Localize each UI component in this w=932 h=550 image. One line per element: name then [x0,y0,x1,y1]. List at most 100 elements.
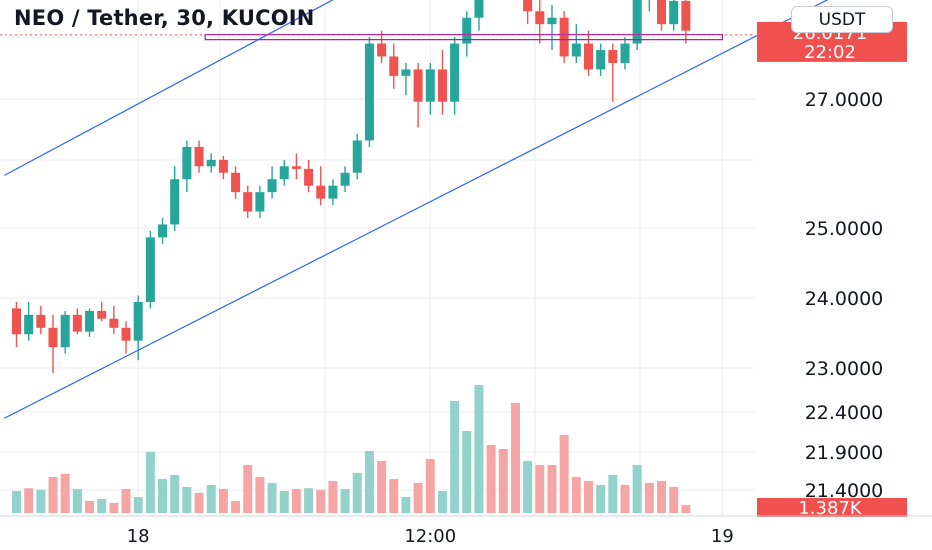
candle [364,37,374,147]
volume-bar [109,503,119,513]
volume-bar [291,489,301,513]
channel-upper-line [4,0,334,176]
candle-body [401,69,411,76]
candle-body [413,69,423,102]
candle [681,0,691,44]
candle [218,155,228,180]
price-axis[interactable]: 28.000027.000025.000024.000023.000022.40… [757,21,907,519]
volume-bar [72,489,82,513]
candle-body [352,140,362,173]
candle-body [474,0,484,18]
candle [583,30,593,76]
candle [474,0,484,31]
candle-body [657,0,667,25]
volume-bar [158,479,168,513]
candle [596,43,606,76]
volume-bar [425,459,435,513]
candle [648,0,651,12]
time-axis[interactable]: 18 12:00 19 [0,515,932,547]
volume-bar [85,501,95,513]
candle-body [231,172,241,193]
volume-bar [364,451,374,513]
candle [36,305,46,335]
volume-bar [194,493,204,513]
currency-button[interactable]: USDT [791,6,893,33]
candle [206,153,216,173]
price-tick-label: 27.0000 [805,89,884,111]
candle [328,179,338,206]
volume-bar [279,491,289,513]
candle-body [669,0,679,25]
candle-body [255,192,265,212]
candle-body [24,314,34,335]
candle [340,166,350,193]
candle [352,134,362,180]
candle-body [218,159,228,173]
volume-bar [170,475,180,513]
candle [145,230,155,309]
candle [60,311,70,354]
candle [401,62,411,96]
volume-bar [36,489,46,513]
candle-body [291,166,301,169]
volume-bar [462,431,472,513]
candle [669,0,679,31]
candle [121,321,131,354]
volume-bar [669,487,679,513]
candle-body [328,185,338,199]
volume-bar [596,485,606,513]
candle [291,153,301,180]
volume-bar [133,497,143,513]
volume-bar [48,477,58,513]
candle-body [583,43,593,70]
candle [279,159,289,186]
candle [657,0,667,31]
candle-body [377,43,387,57]
candle [632,0,642,51]
time-tick-label: 19 [711,526,734,547]
candle [24,301,34,341]
candle [547,4,557,51]
candle-body [194,146,204,167]
volume-bar [681,505,691,513]
candle-body [620,43,630,63]
candle [316,166,326,206]
candle-body [681,0,691,31]
time-tick-label: 12:00 [404,526,456,547]
candle [571,24,581,63]
candle [158,217,168,244]
candle [377,30,387,63]
volume-bar [535,465,545,513]
candle [437,50,447,115]
candle-body [547,17,557,25]
candle-body [389,56,399,76]
volume-bar [389,479,399,513]
candle-body [267,179,277,193]
candle-body [158,224,168,238]
price-tick-label: 21.9000 [805,442,884,464]
candle [133,295,143,361]
volume-bar [559,435,569,513]
candle-body [145,237,155,302]
candle-body [121,327,131,341]
volume-bar [145,451,155,513]
candle-body [316,185,326,199]
candle-body [450,43,460,102]
candle [267,166,277,199]
volume-label: 1.387K [798,498,863,519]
volume-bar [632,465,642,513]
candle-body [170,179,180,225]
candle [413,62,423,128]
candle [255,185,265,218]
volume-bar [243,465,253,513]
volume-bar [121,489,131,513]
volume-bar [377,461,387,513]
volume-bar [340,489,350,513]
volume-bar [316,489,326,513]
candle-body [425,69,435,102]
candle [194,140,204,173]
volume-bar [60,473,70,513]
candle [48,314,58,374]
candle-body [85,311,95,332]
